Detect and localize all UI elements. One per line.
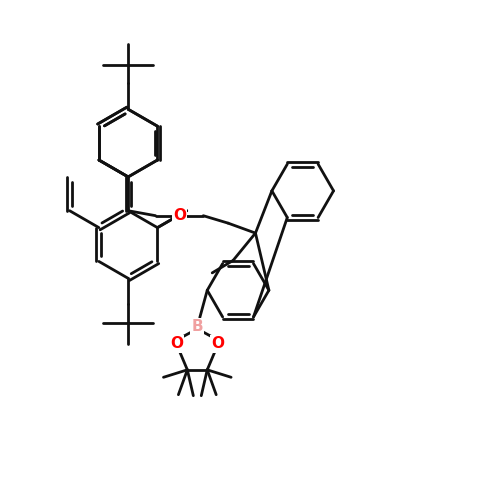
Text: O: O <box>170 336 183 351</box>
Text: B: B <box>192 319 203 334</box>
Text: O: O <box>173 208 186 223</box>
Text: O: O <box>212 336 224 351</box>
